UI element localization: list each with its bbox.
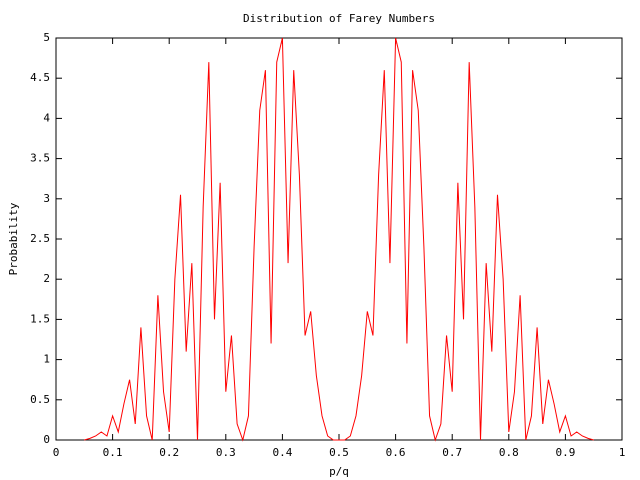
x-tick-label: 0.8 [499, 446, 519, 459]
x-tick-label: 0 [53, 446, 60, 459]
x-tick-label: 0.6 [386, 446, 406, 459]
x-axis-label: p/q [329, 465, 349, 478]
x-tick-label: 0.2 [159, 446, 179, 459]
data-line [84, 37, 594, 442]
x-tick-label: 0.3 [216, 446, 236, 459]
y-tick-label: 4.5 [30, 71, 50, 84]
y-tick-label: 3 [43, 192, 50, 205]
y-tick-label: 2 [43, 272, 50, 285]
x-tick-label: 1 [619, 446, 626, 459]
y-tick-label: 3.5 [30, 152, 50, 165]
x-tick-label: 0.4 [272, 446, 292, 459]
y-tick-label: 1 [43, 353, 50, 366]
y-tick-label: 1.5 [30, 312, 50, 325]
y-tick-label: 0.5 [30, 393, 50, 406]
y-tick-label: 0 [43, 433, 50, 446]
x-tick-label: 0.5 [329, 446, 349, 459]
x-tick-label: 0.7 [442, 446, 462, 459]
x-tick-label: 0.1 [103, 446, 123, 459]
x-tick-label: 0.9 [555, 446, 575, 459]
chart-title: Distribution of Farey Numbers [243, 12, 435, 25]
y-tick-label: 2.5 [30, 232, 50, 245]
y-tick-label: 5 [43, 31, 50, 44]
y-axis-label: Probability [7, 202, 20, 275]
y-tick-label: 4 [43, 111, 50, 124]
